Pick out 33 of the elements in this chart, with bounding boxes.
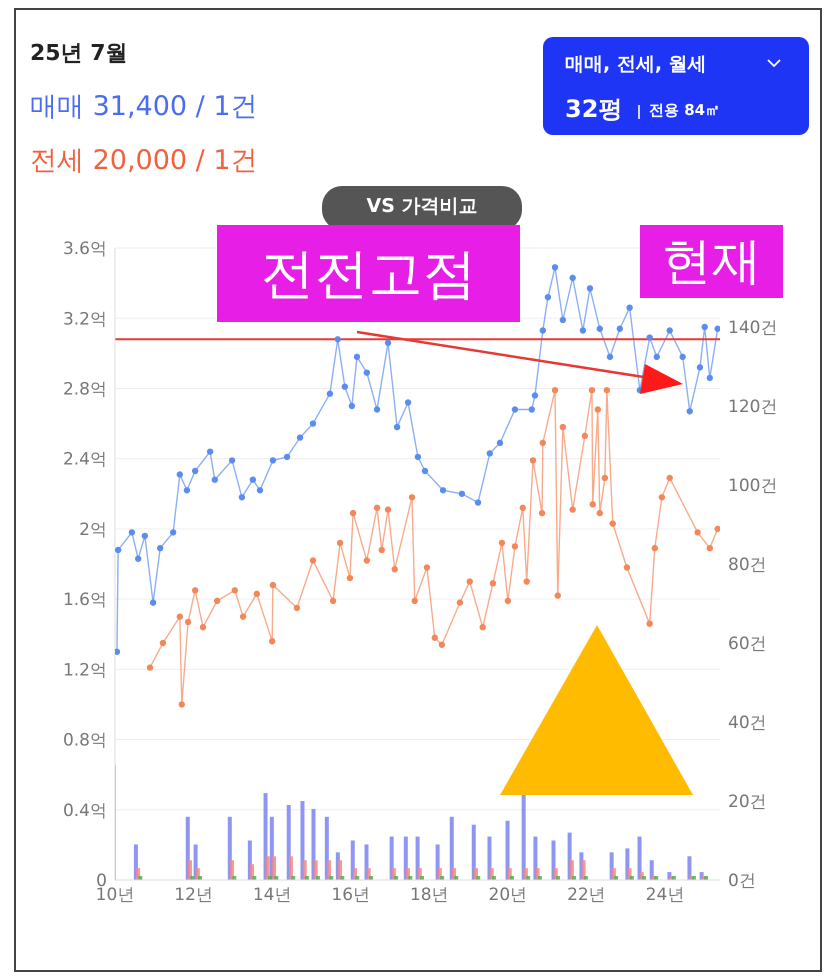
y2-tick-label: 80건 [728,555,767,576]
y2-tick-label: 60건 [728,634,767,654]
x-tick-label: 20년 [488,885,528,906]
text: 전세 20,000 / 1건 [30,144,258,178]
y-tick-label: 2억 [79,520,107,540]
annotation: 현재 [640,225,783,298]
x-tick-label: 16년 [331,885,370,906]
y-tick-label: 2.4억 [62,450,107,470]
y-tick-label: 0.4억 [62,800,107,821]
y2-tick-label: 100건 [728,476,778,496]
annotation: 전전고점 [217,225,520,322]
y2-tick-label: 120건 [728,397,778,418]
text: 매매 31,400 / 1건 [30,90,258,124]
x-tick-label: 24년 [646,885,684,906]
y2-tick-label: 140건 [728,318,778,338]
text: VS 가격비교 [322,186,522,230]
y2-tick-label: 20건 [728,792,767,812]
text: 32평 [565,94,622,125]
y-tick-label: 2.8억 [62,379,107,400]
x-tick-label: 18년 [410,885,449,906]
x-tick-label: 22년 [567,885,606,906]
y-tick-label: 3.6억 [62,239,107,260]
y2-tick-label: 40건 [728,713,767,734]
y-tick-label: 1.6억 [62,590,107,610]
y-tick-label: 0.8억 [62,730,107,751]
x-tick-label: 12년 [174,885,213,906]
chart-title: 25년 7월 [30,40,128,68]
text: 전용 84㎡ [649,101,720,120]
y2-tick-label: 0건 [728,871,756,892]
x-tick-label: 14년 [252,885,292,906]
y-tick-label: 1.2억 [62,660,107,680]
y-tick-label: 3.2억 [62,309,107,330]
text: 매매, 전세, 월세 [565,52,707,77]
